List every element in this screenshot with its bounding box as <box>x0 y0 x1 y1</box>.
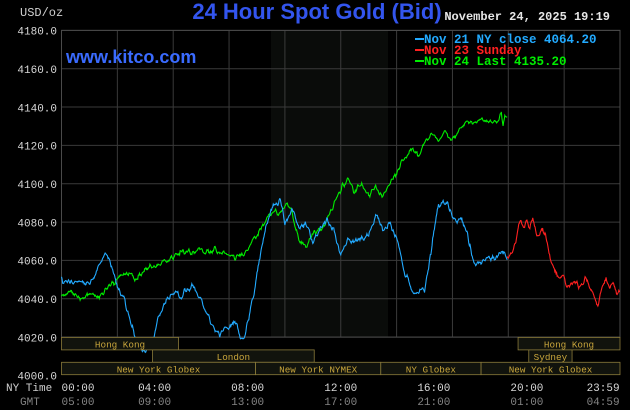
svg-text:4100.0: 4100.0 <box>17 180 57 192</box>
svg-text:November 24, 2025 19:19: November 24, 2025 19:19 <box>444 10 610 24</box>
svg-text:Hong Kong: Hong Kong <box>544 339 594 350</box>
svg-text:08:00: 08:00 <box>231 383 264 395</box>
svg-text:4020.0: 4020.0 <box>17 333 57 345</box>
svg-text:16:00: 16:00 <box>417 383 450 395</box>
svg-text:09:00: 09:00 <box>138 397 171 409</box>
svg-text:New York Globex: New York Globex <box>509 364 593 375</box>
svg-text:Sydney: Sydney <box>534 352 568 363</box>
svg-text:www.kitco.com: www.kitco.com <box>65 47 196 67</box>
svg-text:New York NYMEX: New York NYMEX <box>279 364 358 375</box>
svg-text:21:00: 21:00 <box>417 397 450 409</box>
svg-text:00:00: 00:00 <box>62 383 95 395</box>
svg-text:4040.0: 4040.0 <box>17 295 57 307</box>
svg-text:04:59: 04:59 <box>587 397 620 409</box>
svg-text:New York Globex: New York Globex <box>117 364 201 375</box>
svg-text:GMT: GMT <box>20 397 40 409</box>
svg-text:05:00: 05:00 <box>62 397 95 409</box>
svg-text:4000.0: 4000.0 <box>17 372 57 384</box>
svg-text:NY Time: NY Time <box>6 383 52 395</box>
svg-text:NY Globex: NY Globex <box>406 364 457 375</box>
svg-text:13:00: 13:00 <box>231 397 264 409</box>
svg-text:USD/oz: USD/oz <box>20 6 63 20</box>
svg-text:24 Hour Spot Gold (Bid): 24 Hour Spot Gold (Bid) <box>192 0 441 24</box>
svg-text:01:00: 01:00 <box>510 397 543 409</box>
svg-text:Hong Kong: Hong Kong <box>95 339 145 350</box>
svg-text:17:00: 17:00 <box>324 397 357 409</box>
svg-text:4160.0: 4160.0 <box>17 65 57 77</box>
svg-text:4180.0: 4180.0 <box>17 27 57 39</box>
svg-text:23:59: 23:59 <box>587 383 620 395</box>
svg-text:Nov 24 Last 4135.20: Nov 24 Last 4135.20 <box>424 55 567 69</box>
svg-text:4080.0: 4080.0 <box>17 218 57 230</box>
svg-text:04:00: 04:00 <box>138 383 171 395</box>
svg-text:London: London <box>217 352 250 363</box>
svg-text:20:00: 20:00 <box>510 383 543 395</box>
svg-text:4060.0: 4060.0 <box>17 257 57 269</box>
svg-text:4120.0: 4120.0 <box>17 142 57 154</box>
svg-text:4140.0: 4140.0 <box>17 103 57 115</box>
svg-text:12:00: 12:00 <box>324 383 357 395</box>
